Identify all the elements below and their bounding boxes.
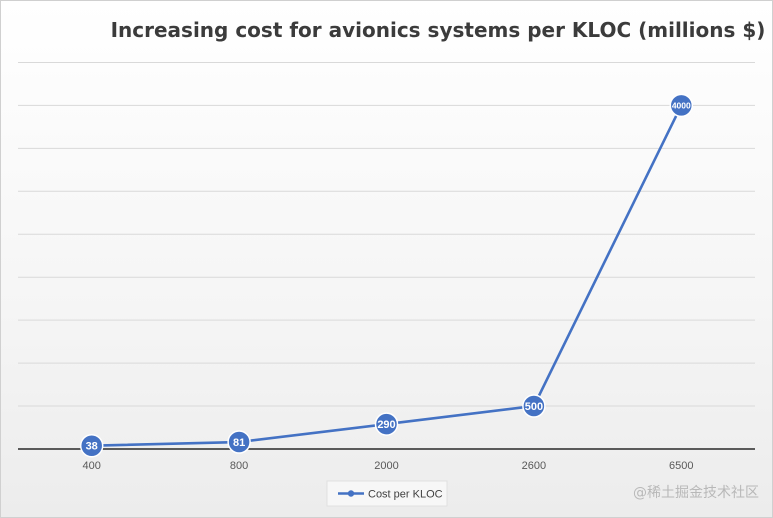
- gridlines: [18, 61, 755, 407]
- series-line: [91, 104, 683, 448]
- x-tick-label: 2600: [522, 460, 546, 472]
- chart-title: Increasing cost for avionics systems per…: [110, 18, 766, 42]
- data-point-marker: [669, 93, 694, 118]
- data-point-marker: [227, 430, 251, 454]
- data-label: 290: [377, 419, 395, 431]
- x-tick-label: 6500: [669, 460, 693, 472]
- x-tick-label: 400: [83, 460, 101, 472]
- x-tick-labels: 400 800 2000 2600 6500: [83, 460, 694, 472]
- data-point-marker: [374, 412, 399, 436]
- watermark-text: @稀土掘金技术社区: [633, 485, 759, 501]
- series-cost-per-kloc: 38 81 290 500 4000: [79, 93, 694, 458]
- data-label: 38: [86, 441, 98, 453]
- legend: Cost per KLOC: [326, 480, 448, 507]
- data-label: 500: [525, 401, 543, 413]
- data-label: 81: [233, 437, 245, 449]
- data-point-marker: [522, 394, 546, 418]
- data-point-marker: [79, 433, 104, 458]
- legend-marker-swatch: [347, 490, 355, 497]
- data-label: 4000: [672, 100, 691, 110]
- x-tick-label: 800: [230, 460, 248, 472]
- x-tick-label: 2000: [374, 460, 398, 472]
- legend-label: Cost per KLOC: [368, 489, 443, 501]
